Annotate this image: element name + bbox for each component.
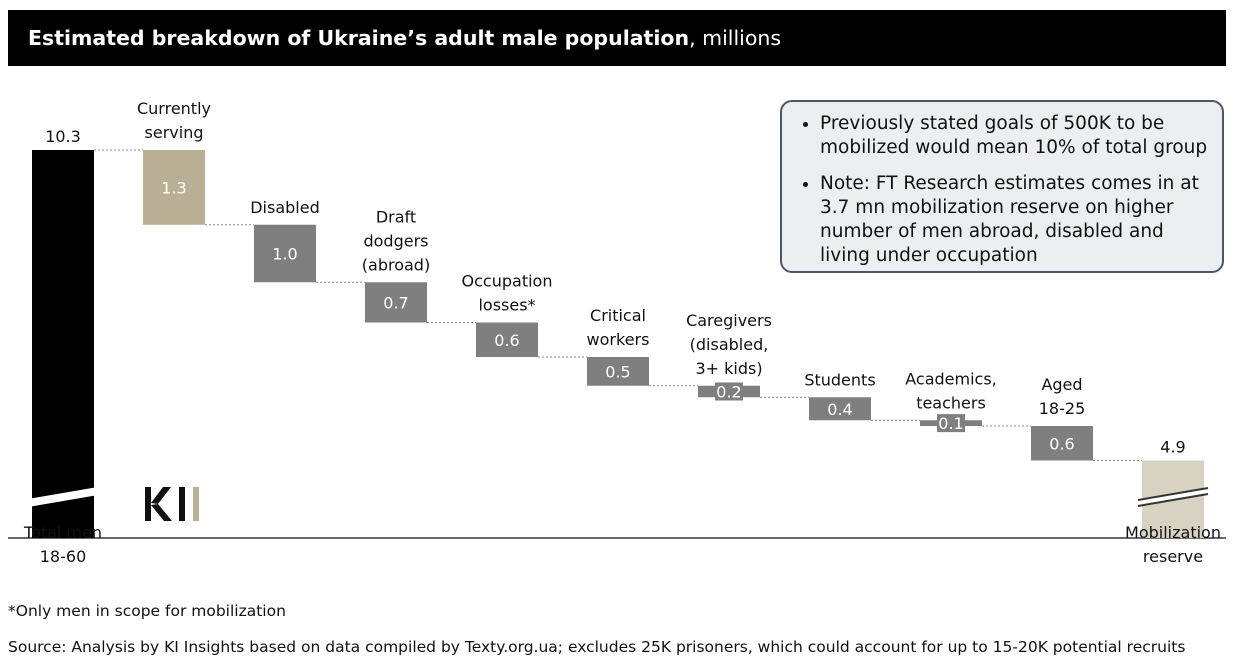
ki-logo xyxy=(145,487,199,521)
category-label-step-4-line-1: Occupation xyxy=(462,272,553,291)
axis-break-result-line-b xyxy=(1137,493,1209,507)
bar-step-2 xyxy=(254,224,316,283)
category-label-step-9-line-1: Aged xyxy=(1041,375,1082,394)
axis-break-total-line-a xyxy=(27,487,99,501)
bar-total xyxy=(32,150,94,538)
category-label-step-9-line-2: 18-25 xyxy=(1039,399,1086,418)
bar-step-9 xyxy=(1031,426,1093,461)
category-label-step-6-line-1: Caregivers xyxy=(686,311,772,330)
value-label-step-2: 1.0 xyxy=(272,245,297,264)
category-label-step-1-line-2: serving xyxy=(145,123,204,142)
footnote: *Only men in scope for mobilization xyxy=(8,602,286,620)
category-label-step-3-line-2: dodgers xyxy=(363,231,428,250)
category-label-step-6-line-2: (disabled, xyxy=(690,335,769,354)
bar-step-4 xyxy=(476,322,538,357)
category-label-step-4-line-2: losses* xyxy=(478,296,535,315)
value-label-step-4: 0.6 xyxy=(494,331,519,350)
category-label-total-line-1: Total men xyxy=(23,523,102,542)
bar-step-3 xyxy=(365,282,427,323)
notes-box: Previously stated goals of 500K to be mo… xyxy=(780,100,1224,273)
category-label-step-5-line-1: Critical xyxy=(590,306,646,325)
value-label-bg-step-7 xyxy=(826,399,854,418)
axis-break-result-line-a xyxy=(1137,487,1209,501)
category-label-step-5-line-2: workers xyxy=(587,330,650,349)
category-label-step-2-line-1: Disabled xyxy=(250,198,320,217)
value-label-step-7: 0.4 xyxy=(827,400,852,419)
value-label-bg-step-6 xyxy=(715,382,743,401)
category-label-step-6-line-3: 3+ kids) xyxy=(695,359,762,378)
bar-step-5 xyxy=(587,357,649,386)
note-item-1: Previously stated goals of 500K to be mo… xyxy=(820,112,1208,160)
title-bar: Estimated breakdown of Ukraine’s adult m… xyxy=(8,10,1226,66)
category-label-step-1-line-1: Currently xyxy=(137,99,211,118)
chart-title-main: Estimated breakdown of Ukraine’s adult m… xyxy=(28,26,690,50)
value-label-step-5: 0.5 xyxy=(605,362,630,381)
note-item-2: Note: FT Research estimates comes in at … xyxy=(820,172,1208,268)
chart-title: Estimated breakdown of Ukraine’s adult m… xyxy=(28,10,781,66)
axis-break-total-gap xyxy=(28,488,98,506)
value-label-step-8: 0.1 xyxy=(938,414,963,433)
value-label-step-3: 0.7 xyxy=(383,293,408,312)
category-label-step-7-line-1: Students xyxy=(804,370,875,389)
value-label-step-6: 0.2 xyxy=(716,383,741,402)
value-label-step-1: 1.3 xyxy=(161,178,186,197)
category-label-total-line-2: 18-60 xyxy=(40,547,87,566)
bar-step-1 xyxy=(143,150,205,225)
axis-break-result-gap xyxy=(1138,488,1208,506)
value-label-total: 10.3 xyxy=(45,127,81,146)
category-label-step-8-line-1: Academics, xyxy=(905,369,997,388)
chart-title-unit: , millions xyxy=(689,26,782,50)
value-label-result: 4.9 xyxy=(1160,438,1185,457)
category-label-step-8-line-2: teachers xyxy=(916,393,986,412)
category-label-result-line-1: Mobilization xyxy=(1125,523,1221,542)
category-label-result-line-2: reserve xyxy=(1143,547,1203,566)
source-note: Source: Analysis by KI Insights based on… xyxy=(8,638,1186,656)
axis-break-total-line-b xyxy=(27,493,99,507)
value-label-bg-step-8 xyxy=(937,414,965,433)
value-label-step-9: 0.6 xyxy=(1049,434,1074,453)
category-label-step-3-line-1: Draft xyxy=(376,207,416,226)
ki-logo-mark xyxy=(145,487,199,521)
category-label-step-3-line-3: (abroad) xyxy=(362,255,430,274)
